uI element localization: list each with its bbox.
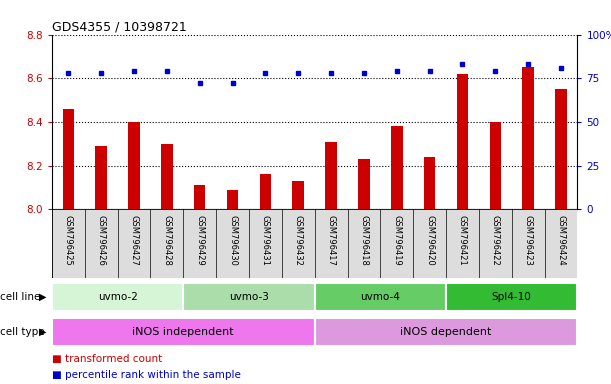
Text: GSM796424: GSM796424 (557, 215, 565, 266)
Bar (391, 126, 403, 209)
Bar (194, 185, 205, 209)
Bar (456, 74, 468, 209)
Bar (183, 283, 315, 311)
Text: GSM796425: GSM796425 (64, 215, 73, 266)
Text: GSM796426: GSM796426 (97, 215, 106, 266)
Bar (52, 318, 315, 346)
Text: GSM796422: GSM796422 (491, 215, 500, 266)
Text: GSM796421: GSM796421 (458, 215, 467, 266)
Bar (489, 122, 501, 209)
Text: cell type: cell type (0, 327, 45, 337)
Text: GSM796430: GSM796430 (228, 215, 237, 266)
Text: ▶: ▶ (38, 327, 46, 337)
Bar (52, 283, 183, 311)
Bar (161, 144, 173, 209)
Text: ■ transformed count: ■ transformed count (52, 354, 162, 364)
Text: ■ percentile rank within the sample: ■ percentile rank within the sample (52, 370, 241, 380)
Bar (424, 157, 436, 209)
Text: GSM796417: GSM796417 (327, 215, 335, 266)
Bar (227, 190, 238, 209)
Bar (325, 142, 337, 209)
Bar (128, 122, 140, 209)
Bar (358, 159, 370, 209)
Bar (555, 89, 567, 209)
Text: uvmo-2: uvmo-2 (98, 292, 137, 302)
Text: GSM796427: GSM796427 (130, 215, 139, 266)
Bar (293, 181, 304, 209)
Text: GSM796432: GSM796432 (294, 215, 302, 266)
Text: GDS4355 / 10398721: GDS4355 / 10398721 (52, 20, 187, 33)
Text: ▶: ▶ (38, 292, 46, 302)
Text: GSM796429: GSM796429 (196, 215, 204, 266)
Bar (95, 146, 107, 209)
Bar (522, 67, 534, 209)
Text: GSM796431: GSM796431 (261, 215, 270, 266)
Bar (260, 174, 271, 209)
Text: uvmo-4: uvmo-4 (360, 292, 400, 302)
Text: iNOS dependent: iNOS dependent (400, 327, 492, 337)
Text: Spl4-10: Spl4-10 (492, 292, 532, 302)
Text: GSM796418: GSM796418 (359, 215, 368, 266)
Bar (446, 283, 577, 311)
Bar (315, 318, 577, 346)
Text: GSM796423: GSM796423 (524, 215, 533, 266)
Bar (62, 109, 74, 209)
Text: cell line: cell line (0, 292, 40, 302)
Text: GSM796419: GSM796419 (392, 215, 401, 266)
Text: GSM796428: GSM796428 (163, 215, 171, 266)
Text: iNOS independent: iNOS independent (133, 327, 234, 337)
Text: uvmo-3: uvmo-3 (229, 292, 269, 302)
Text: GSM796420: GSM796420 (425, 215, 434, 266)
Bar (315, 283, 446, 311)
